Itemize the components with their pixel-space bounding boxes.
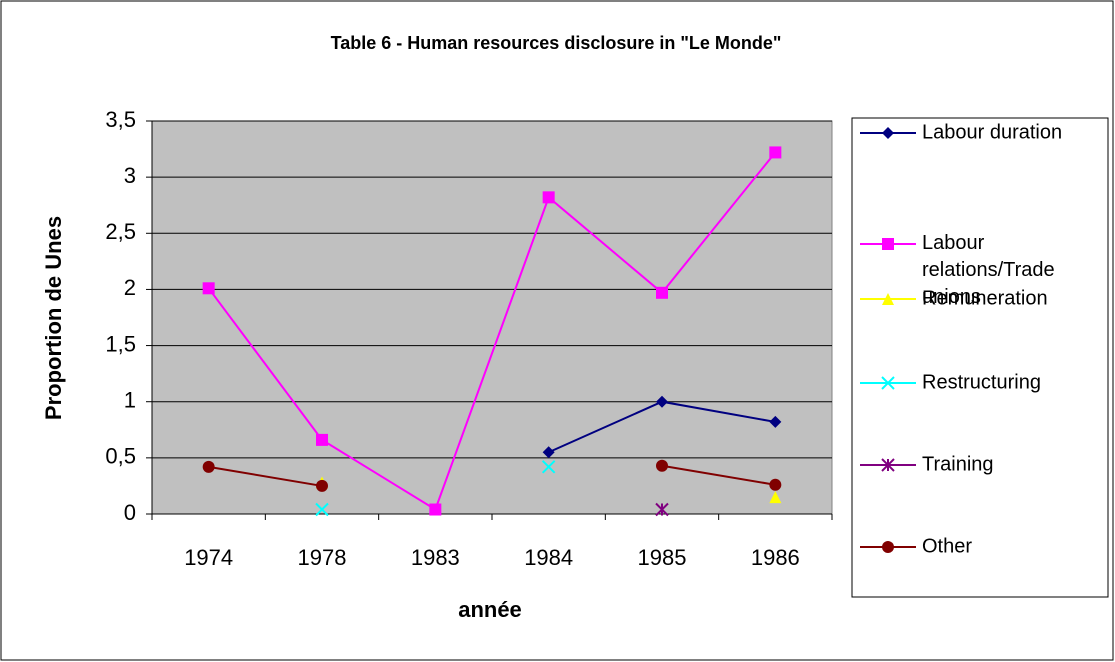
y-tick-label: 0 <box>124 500 136 525</box>
series-line <box>661 464 776 486</box>
y-tick-label: 0,5 <box>105 444 136 469</box>
plot-area <box>151 120 833 515</box>
x-tick-label: 1984 <box>524 545 573 570</box>
marker <box>881 458 895 472</box>
x-tick-label: 1985 <box>638 545 687 570</box>
marker <box>882 541 894 553</box>
series-line <box>207 151 777 512</box>
legend-label: Other <box>922 535 972 557</box>
marker <box>882 127 894 139</box>
marker <box>202 460 215 473</box>
marker <box>656 395 668 408</box>
marker <box>541 460 556 474</box>
y-tick-label: 1 <box>124 388 136 413</box>
y-tick-label: 1,5 <box>105 331 136 356</box>
marker <box>316 433 328 446</box>
marker <box>882 293 894 305</box>
legend-label: Labour duration <box>922 121 1062 143</box>
marker <box>769 478 782 491</box>
marker <box>316 479 328 492</box>
y-tick-label: 3 <box>124 163 136 188</box>
y-tick-label: 3,5 <box>105 107 136 132</box>
marker <box>315 502 329 517</box>
marker <box>542 191 555 204</box>
marker <box>655 502 669 517</box>
marker <box>656 459 668 472</box>
x-axis-label: année <box>458 597 522 622</box>
chart-title: Table 6 - Human resources disclosure in … <box>331 33 782 53</box>
y-axis-label: Proportion de Unes <box>41 216 66 420</box>
marker <box>882 238 894 250</box>
marker <box>769 146 782 159</box>
series-line <box>208 465 323 487</box>
legend-label: Labour relations/Trade unions <box>922 232 1055 308</box>
marker <box>429 503 442 516</box>
marker <box>769 415 782 428</box>
x-tick-label: 1986 <box>751 545 800 570</box>
legend <box>851 117 1109 598</box>
marker <box>881 376 895 390</box>
x-tick-label: 1983 <box>411 545 460 570</box>
x-tick-label: 1978 <box>298 545 347 570</box>
legend-label: Restructuring <box>922 371 1041 393</box>
x-tick-label: 1974 <box>184 545 233 570</box>
y-tick-label: 2,5 <box>105 219 136 244</box>
legend-label: Training <box>922 453 994 475</box>
marker <box>202 282 215 295</box>
marker <box>656 286 668 299</box>
legend-label: Remuneration <box>922 287 1048 309</box>
marker <box>769 491 782 504</box>
y-tick-label: 2 <box>124 275 136 300</box>
marker <box>542 446 555 459</box>
